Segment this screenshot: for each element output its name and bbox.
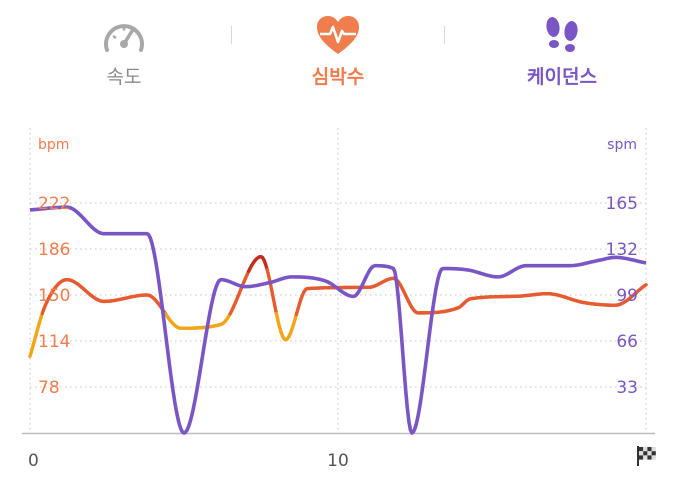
right-tick-label: 66 — [616, 332, 638, 352]
chart-grid — [22, 128, 655, 435]
tab-separator — [444, 26, 445, 44]
tab-speed-label: 속도 — [106, 66, 142, 88]
tab-heart-rate-label: 심박수 — [311, 66, 365, 88]
left-tick-label: 78 — [38, 378, 60, 398]
x-tick-label: 0 — [28, 451, 39, 471]
x-tick-label: 10 — [327, 451, 349, 471]
heart-pulse-icon — [317, 16, 359, 54]
left-tick-label: 186 — [38, 240, 70, 260]
left-tick-label: 114 — [38, 332, 70, 352]
right-tick-label: 132 — [606, 240, 638, 260]
right-tick-label: 165 — [606, 194, 638, 214]
chart-axis-labels: bpm spm 78 114 150 186 222 33 66 99 132 165 0 10 — [28, 137, 638, 471]
metric-tabs: 속도 심박수 케이던스 — [0, 0, 675, 100]
left-axis-unit: bpm — [38, 137, 69, 153]
right-axis-unit: spm — [607, 137, 637, 153]
speedometer-icon — [104, 24, 144, 52]
left-tick-label: 150 — [38, 286, 70, 306]
tab-speed[interactable]: 속도 — [54, 14, 194, 89]
chart-series — [28, 205, 648, 435]
right-tick-label: 99 — [616, 286, 638, 306]
footsteps-icon — [546, 17, 578, 52]
right-tick-label: 33 — [616, 378, 638, 398]
heart-rate-line-segment — [642, 283, 648, 288]
tab-cadence[interactable]: 케이던스 — [492, 14, 632, 89]
tab-separator — [231, 26, 232, 44]
checkered-flag-icon — [637, 446, 656, 466]
left-tick-label: 222 — [38, 194, 70, 214]
tab-heart-rate[interactable]: 심박수 — [268, 14, 408, 89]
cadence-line — [29, 205, 647, 435]
tab-cadence-label: 케이던스 — [527, 66, 597, 88]
